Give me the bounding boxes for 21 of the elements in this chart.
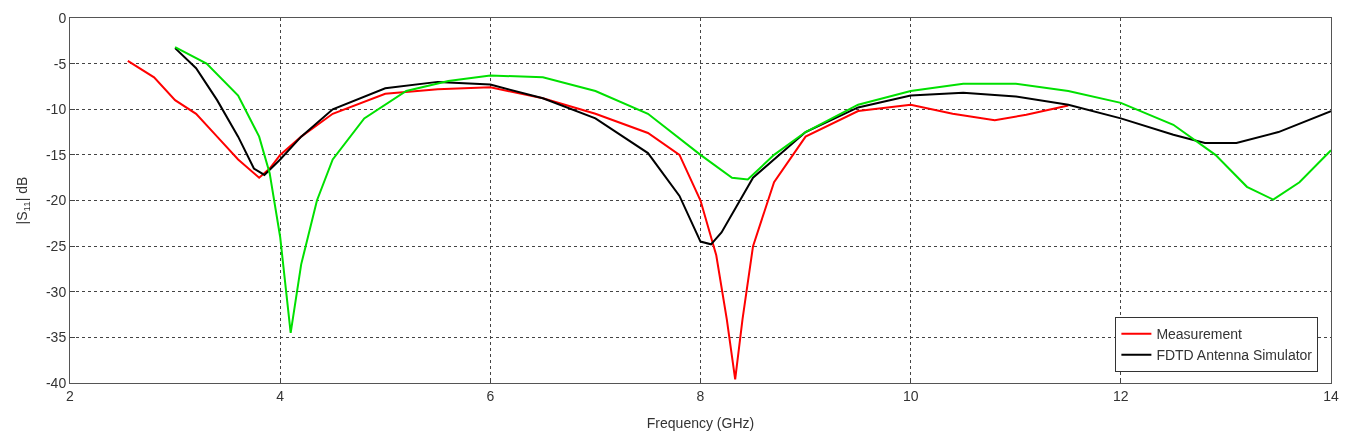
x-tick-label: 14 bbox=[1323, 387, 1339, 404]
x-tick-label: 6 bbox=[486, 387, 495, 404]
y-tick-label: -30 bbox=[45, 283, 67, 300]
x-axis-title: Frequency (GHz) bbox=[646, 415, 755, 432]
legend-label: FDTD Antenna Simulator bbox=[1156, 347, 1313, 364]
y-tick-label: -15 bbox=[45, 146, 67, 163]
y-tick-label: -20 bbox=[45, 192, 67, 209]
y-tick-label: -25 bbox=[45, 238, 67, 255]
x-tick-label: 10 bbox=[902, 387, 919, 404]
line-series bbox=[174, 47, 1331, 246]
x-tick-label: 2 bbox=[66, 387, 75, 404]
y-tick-label: 0 bbox=[58, 9, 67, 26]
x-tick-label: 8 bbox=[696, 387, 705, 404]
y-tick-label: -40 bbox=[45, 374, 67, 391]
y-tick-label: -10 bbox=[45, 101, 67, 118]
y-tick-label: -35 bbox=[45, 329, 67, 346]
legend-label: Measurement bbox=[1156, 326, 1243, 343]
x-tick-label: 12 bbox=[1113, 387, 1129, 404]
line-series bbox=[126, 59, 1070, 381]
x-tick-label: 4 bbox=[276, 387, 285, 404]
y-tick-label: -5 bbox=[53, 55, 67, 72]
